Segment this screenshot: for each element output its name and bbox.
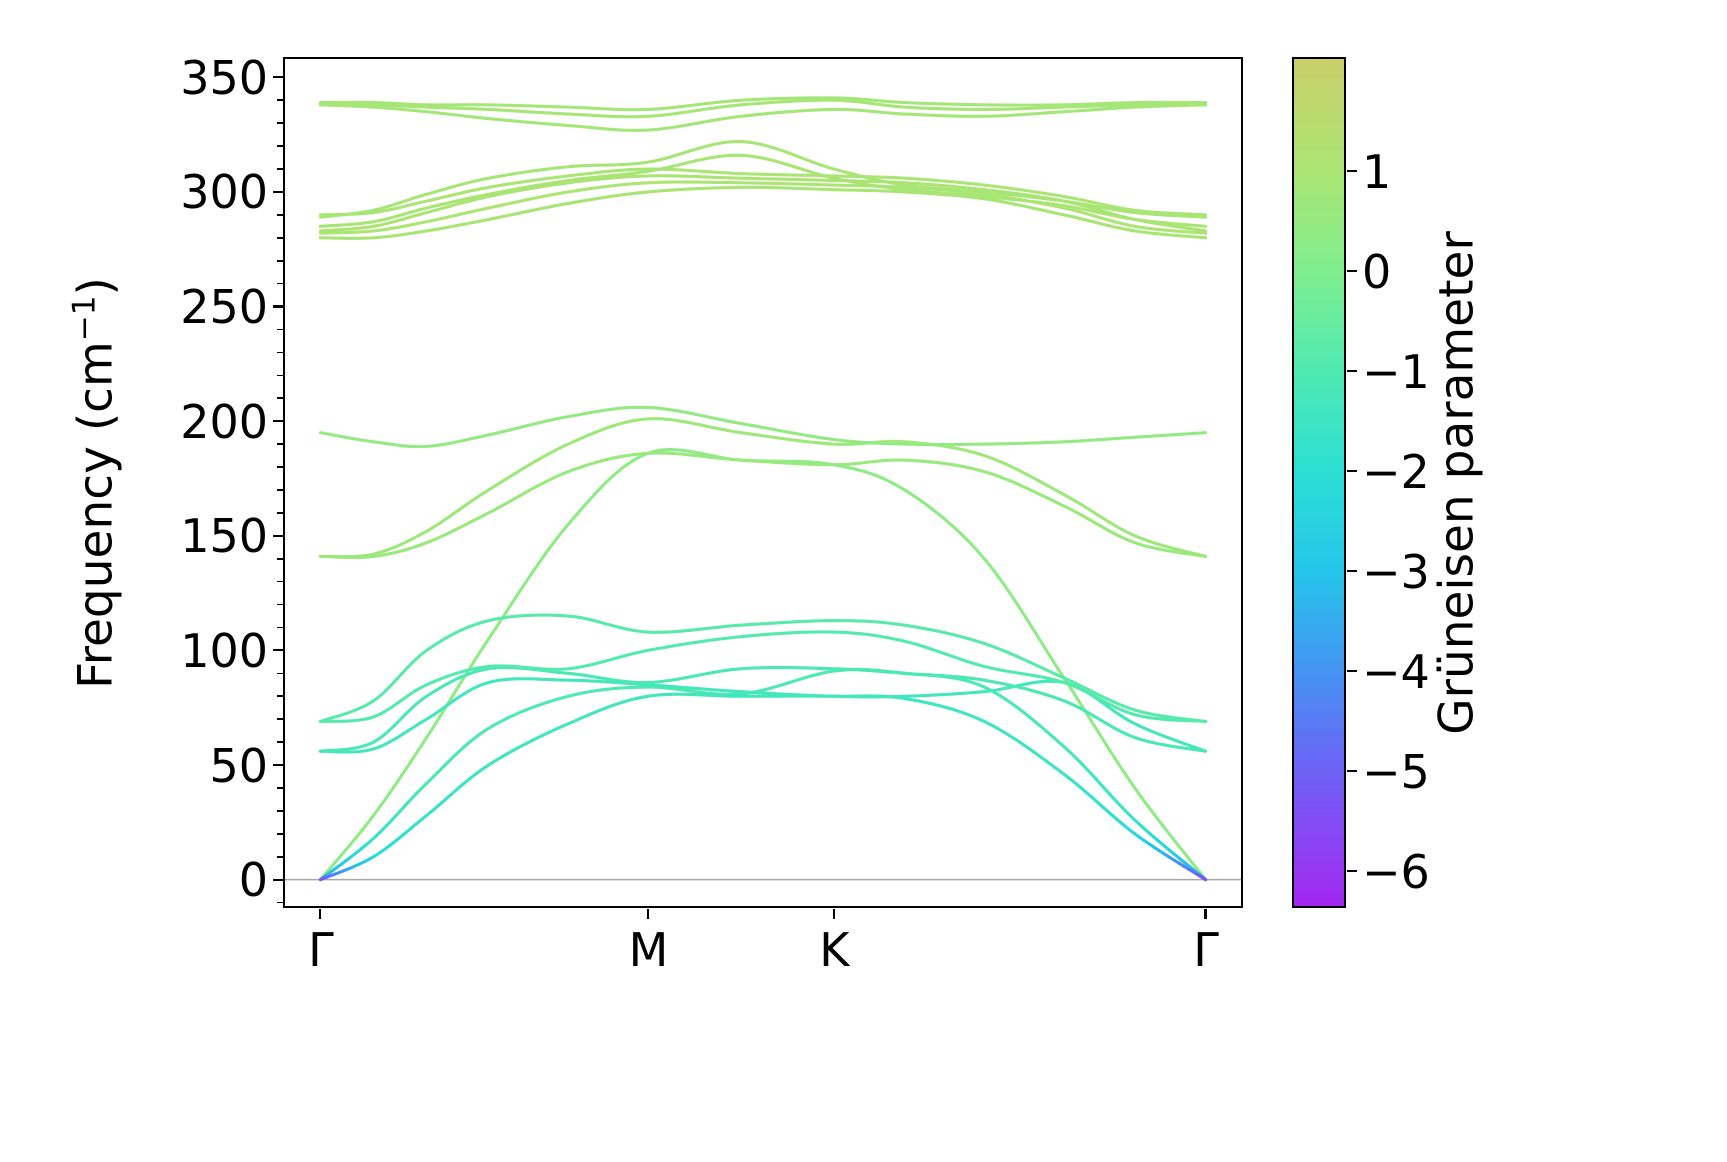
x-tick xyxy=(319,908,322,919)
y-minor-tick xyxy=(277,328,283,331)
colorbar-tick-label: 0 xyxy=(1362,244,1392,299)
y-major-tick xyxy=(272,534,283,537)
colorbar-gradient-canvas xyxy=(1294,59,1344,906)
y-tick-label: 300 xyxy=(180,165,268,220)
y-minor-tick xyxy=(277,374,283,377)
y-tick-label: 0 xyxy=(238,853,268,908)
colorbar-tick xyxy=(1346,869,1357,873)
y-minor-tick xyxy=(277,351,283,354)
y-tick-label: 50 xyxy=(209,738,268,793)
y-minor-tick xyxy=(277,855,283,858)
colorbar-tick xyxy=(1346,369,1357,373)
y-minor-tick xyxy=(277,580,283,583)
colorbar-tick-label: 1 xyxy=(1362,144,1392,199)
y-minor-tick xyxy=(277,626,283,629)
y-minor-tick xyxy=(277,695,283,698)
y-minor-tick xyxy=(277,282,283,285)
y-minor-tick xyxy=(277,741,283,743)
colorbar-tick xyxy=(1346,269,1357,273)
colorbar xyxy=(1292,57,1357,908)
x-tick-label: Γ xyxy=(308,923,334,977)
colorbar-tick-label: −3 xyxy=(1362,544,1430,599)
y-minor-tick xyxy=(277,259,283,262)
y-minor-tick xyxy=(277,168,283,170)
y-major-tick xyxy=(272,649,283,652)
colorbar-tick xyxy=(1346,669,1357,673)
colorbar-tick-label: −1 xyxy=(1362,344,1430,399)
y-minor-tick xyxy=(277,214,283,216)
y-minor-tick xyxy=(277,603,283,606)
y-tick-label: 150 xyxy=(180,509,268,564)
y-major-tick xyxy=(272,878,283,881)
plot-area xyxy=(272,57,1243,919)
y-minor-tick xyxy=(277,122,283,124)
colorbar-tick xyxy=(1346,169,1357,173)
colorbar-tick xyxy=(1346,769,1357,773)
y-minor-tick xyxy=(277,557,283,560)
y-minor-tick xyxy=(277,489,283,491)
y-major-tick xyxy=(272,76,283,79)
y-minor-tick xyxy=(277,901,283,904)
y-major-tick xyxy=(272,420,283,423)
colorbar-tick-label: −2 xyxy=(1362,444,1430,499)
colorbar-tick xyxy=(1346,469,1357,473)
y-major-tick xyxy=(272,763,283,767)
y-minor-tick xyxy=(277,397,283,400)
y-tick-label: 250 xyxy=(180,280,268,335)
colorbar-tick-label: −5 xyxy=(1362,744,1430,799)
y-minor-tick xyxy=(277,672,283,675)
x-tick xyxy=(1204,908,1207,919)
y-tick-label: 100 xyxy=(180,623,268,678)
y-tick-label: 200 xyxy=(180,394,268,449)
y-minor-tick xyxy=(277,145,283,147)
x-tick xyxy=(646,908,649,919)
x-tick-label: M xyxy=(628,923,669,977)
y-minor-tick xyxy=(277,512,283,514)
x-tick-label: Γ xyxy=(1193,923,1219,977)
y-minor-tick xyxy=(277,443,283,445)
band-structure-canvas xyxy=(285,59,1241,906)
x-tick xyxy=(832,908,835,919)
y-major-tick xyxy=(272,305,283,308)
x-tick-label: K xyxy=(819,923,850,977)
y-tick-label: 350 xyxy=(180,50,268,105)
y-major-tick xyxy=(272,190,283,194)
y-minor-tick xyxy=(277,99,283,102)
y-minor-tick xyxy=(277,466,283,468)
y-minor-tick xyxy=(277,718,283,720)
colorbar-tick-label: −4 xyxy=(1362,644,1430,699)
colorbar-tick-label: −6 xyxy=(1362,844,1430,899)
y-minor-tick xyxy=(277,810,283,812)
y-minor-tick xyxy=(277,832,283,835)
y-minor-tick xyxy=(277,236,283,239)
colorbar-tick xyxy=(1346,569,1357,573)
y-minor-tick xyxy=(277,787,283,789)
